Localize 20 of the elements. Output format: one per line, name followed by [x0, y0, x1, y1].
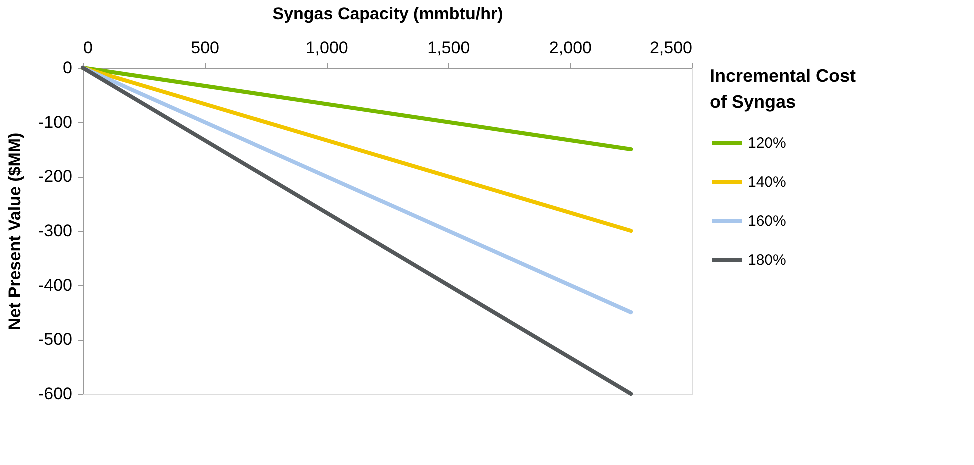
y-tick-label: -400	[38, 276, 72, 295]
x-tick-label: 2,500	[650, 38, 692, 58]
y-axis-title: Net Present Value ($MM)	[5, 132, 24, 330]
legend-label: 160%	[748, 213, 786, 230]
legend-label: 140%	[748, 174, 786, 191]
y-tick-label: -100	[38, 112, 72, 132]
x-tick-label: 0	[84, 38, 93, 58]
x-tick-label: 1,000	[306, 38, 348, 58]
legend-label: 120%	[748, 135, 786, 152]
x-tick-label: 2,000	[549, 38, 592, 58]
legend-label: 180%	[748, 252, 786, 269]
x-axis-title: Syngas Capacity (mmbtu/hr)	[272, 4, 504, 24]
x-tick-label: 500	[191, 38, 220, 58]
y-tick-label: -300	[38, 222, 72, 240]
y-tick-label: -500	[38, 330, 72, 350]
y-tick-label: 0	[63, 58, 72, 78]
y-tick-label: -200	[38, 167, 72, 186]
x-tick-label: 1,500	[428, 38, 470, 58]
y-tick-label: -600	[38, 384, 72, 404]
legend-title: Incremental Cost of Syngas	[710, 66, 856, 112]
